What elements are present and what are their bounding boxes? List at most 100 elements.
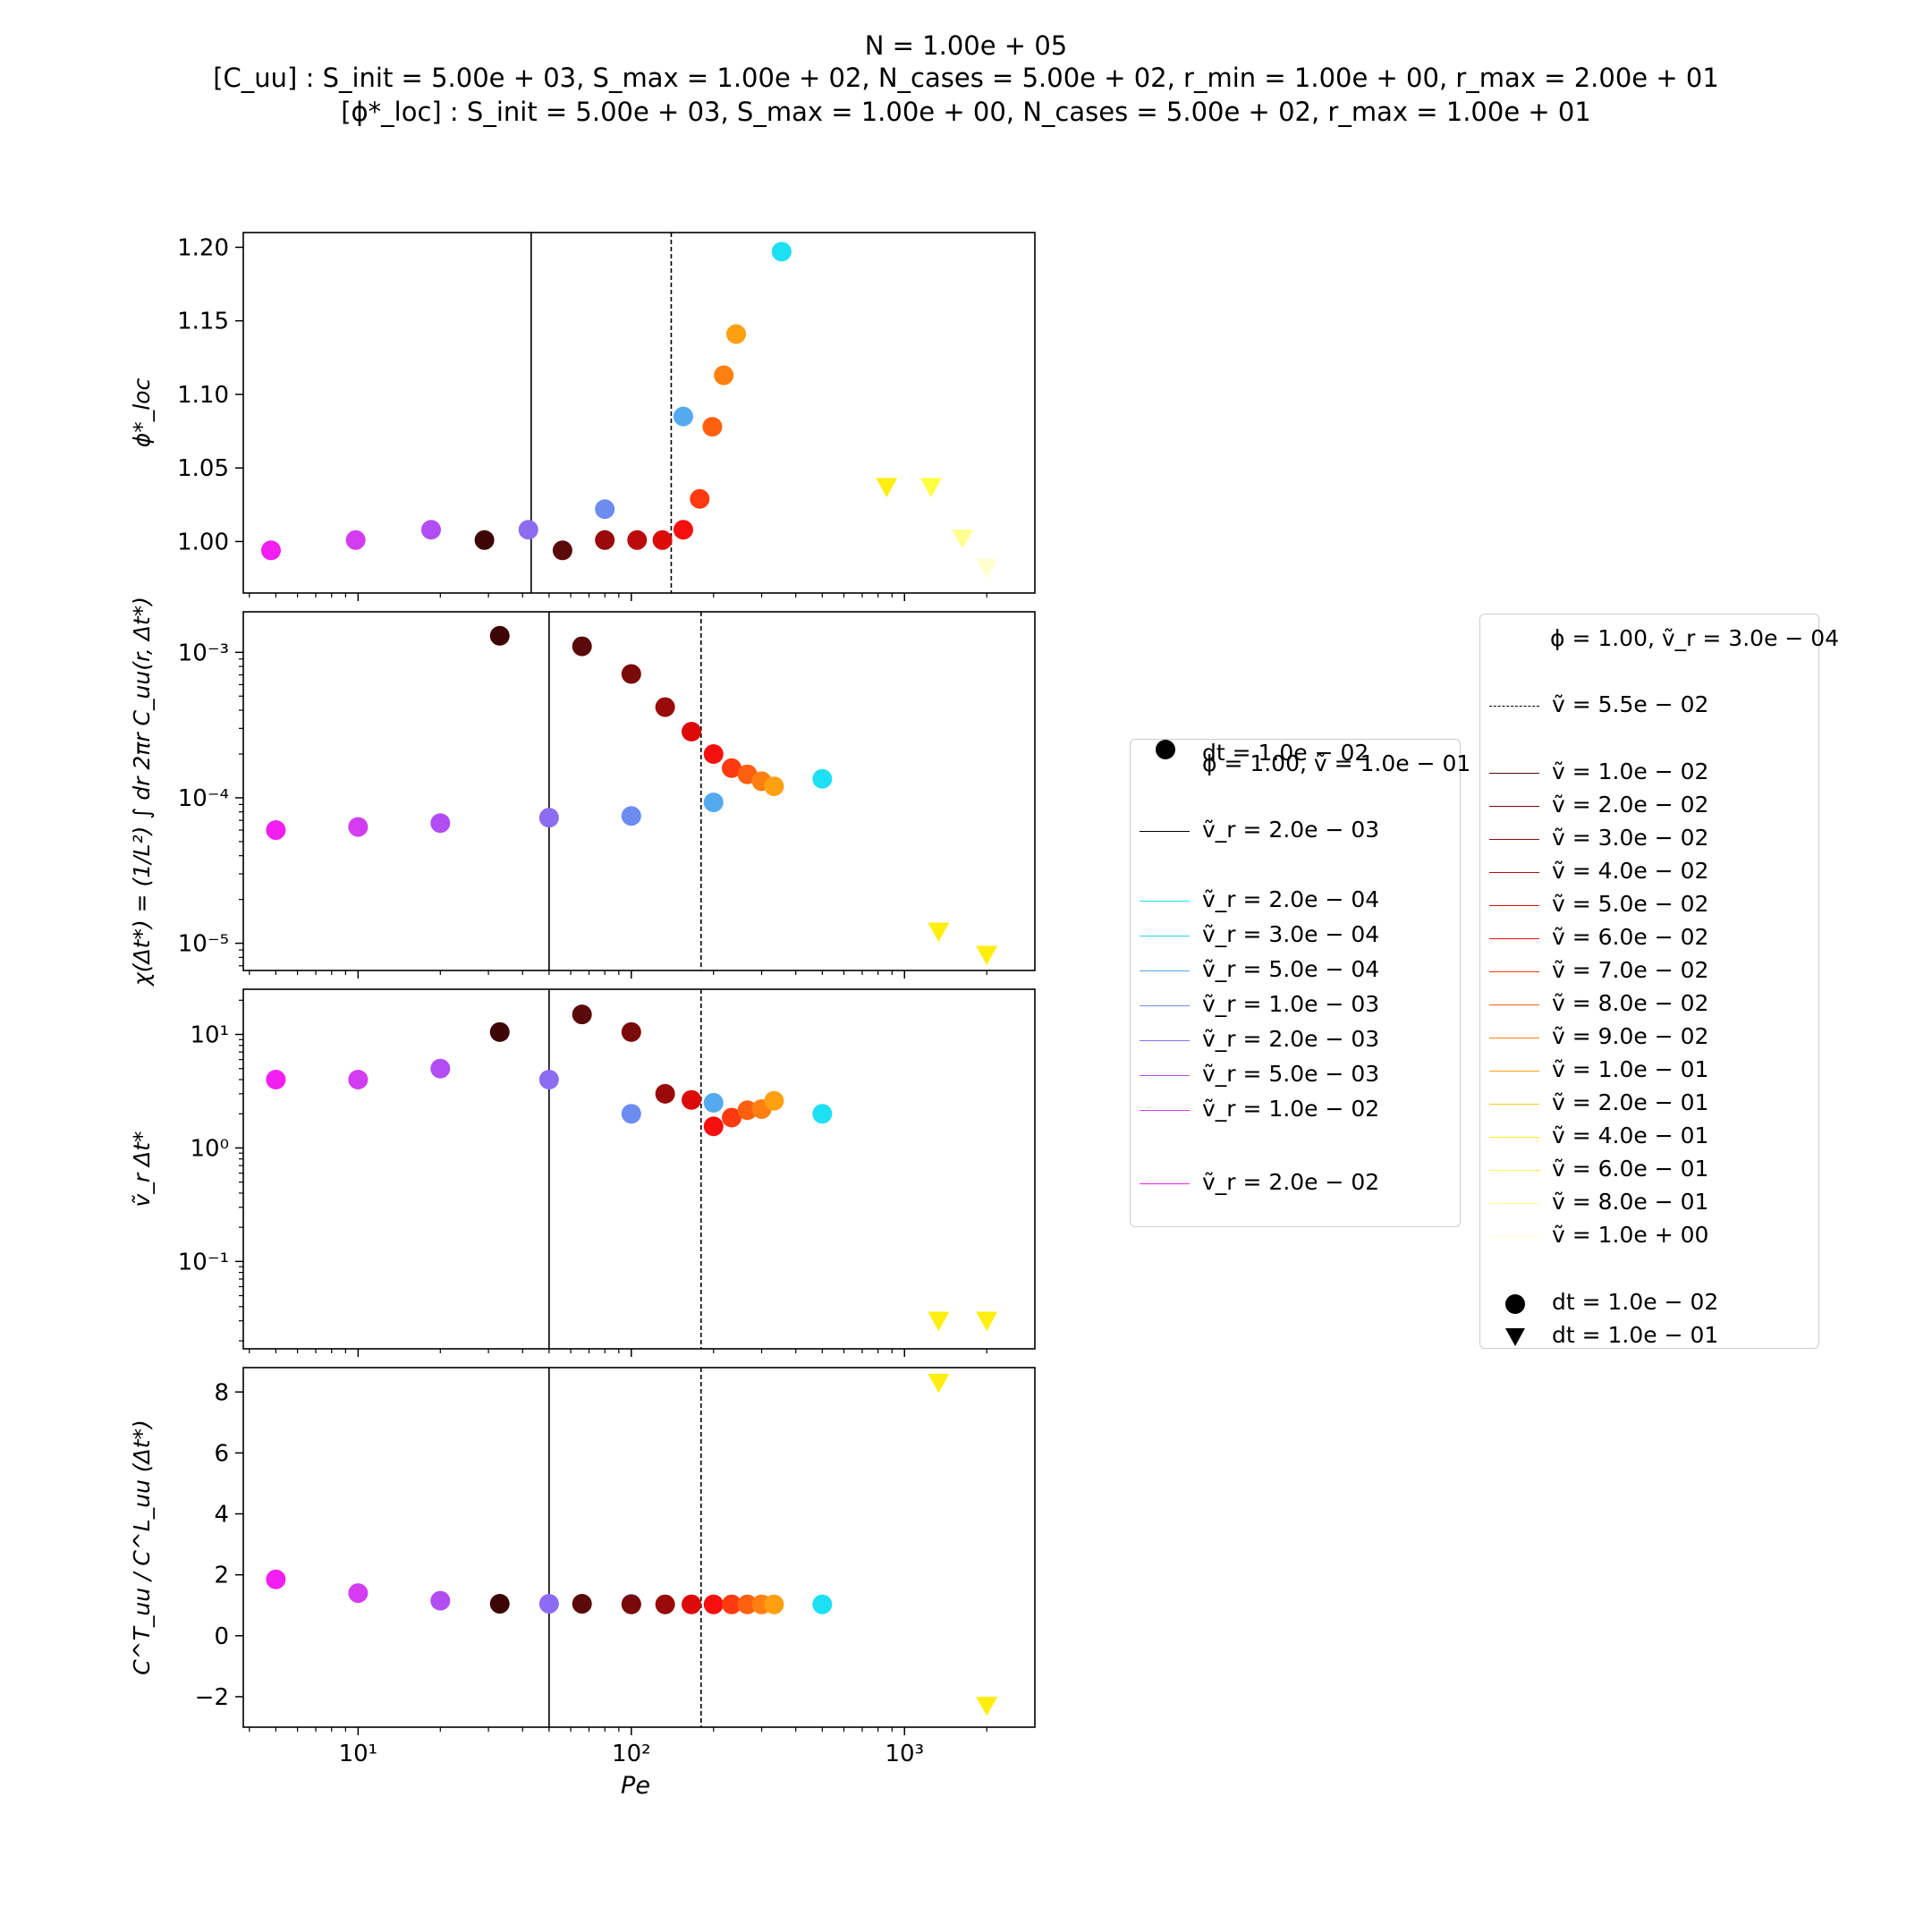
legend-line — [1140, 1040, 1190, 1041]
legend-right-title: ϕ = 1.00, ṽ_r = 3.0e − 04 — [1550, 625, 1840, 651]
legend-entry-label: ṽ = 9.0e − 02 — [1552, 1023, 1709, 1049]
data-point — [703, 1116, 724, 1137]
y-tick-label: 10⁻¹ — [178, 1249, 229, 1275]
data-point-triangle — [876, 478, 898, 497]
data-point — [722, 1594, 742, 1614]
panel-4: 10¹ 10² 10³ Pe −2 0 2 4 6 8 C^T_uu / C^L_uu (Δt*) — [129, 1367, 1036, 1800]
legend-line — [1489, 1104, 1539, 1105]
legend-entry-label: ṽ = 8.0e − 02 — [1552, 990, 1709, 1016]
legend-line — [1140, 901, 1190, 902]
legend-entry-label: ṽ_r = 3.0e − 04 — [1202, 921, 1380, 947]
data-point — [572, 1004, 592, 1025]
data-point — [430, 1058, 451, 1079]
data-point — [621, 1594, 641, 1614]
legend-line — [1489, 1203, 1539, 1204]
y-tick-label: 8 — [214, 1379, 229, 1406]
data-point — [771, 242, 792, 262]
data-point — [703, 1594, 724, 1614]
y-tick-label: 1.05 — [177, 455, 229, 482]
legend-entry-label: dt = 1.0e − 02 — [1552, 1289, 1719, 1315]
legend-entry-label: ṽ_r = 1.0e − 02 — [1202, 1096, 1380, 1122]
data-point — [673, 406, 693, 427]
x-axis-label: Pe — [621, 1772, 650, 1800]
legend-line — [1489, 872, 1539, 873]
data-point — [266, 1569, 286, 1589]
data-point — [764, 776, 784, 797]
y-tick-label: 1.10 — [177, 382, 229, 409]
legend-line — [1489, 806, 1539, 807]
data-point — [703, 1092, 724, 1113]
data-point — [702, 417, 723, 437]
legend-right: ϕ = 1.00, ṽ_r = 3.0e − 04 ṽ = 5.5e − 02 ṽ… — [1479, 614, 1839, 1349]
legend-line — [1140, 831, 1190, 832]
data-point-triangle — [976, 945, 998, 966]
legend-entry-label: ṽ_r = 2.0e − 03 — [1202, 817, 1380, 843]
panel-2: 10⁻⁵ 10⁻⁴ 10⁻³ χ(Δt*) = (1/L²) ∫ dr 2πr C_u… — [129, 597, 1036, 987]
data-point — [690, 488, 710, 509]
plot-frame — [242, 611, 1036, 971]
data-point — [348, 1070, 369, 1090]
y-tick-label: 1.20 — [177, 234, 229, 261]
legend-entry-label: ṽ_r = 2.0e − 04 — [1202, 886, 1380, 912]
legend-marker-circle — [1156, 740, 1175, 759]
legend-line — [1489, 1236, 1539, 1237]
x-tick-label: 10² — [612, 1741, 651, 1767]
data-point — [812, 1594, 833, 1614]
legend-entry-label: ṽ_r = 5.0e − 04 — [1202, 956, 1380, 982]
data-point — [655, 697, 675, 717]
data-point — [266, 1070, 286, 1090]
plot-frame — [242, 1367, 1036, 1728]
data-point — [655, 1594, 675, 1614]
data-point — [682, 1594, 702, 1614]
legend-entry-label: ṽ = 8.0e − 01 — [1552, 1189, 1709, 1215]
y-tick-label: 10⁻⁵ — [178, 931, 229, 958]
plot-frame — [242, 232, 1036, 594]
data-point — [345, 530, 366, 550]
legend-line — [1140, 1005, 1190, 1006]
legend-entry-label: ṽ = 1.0e + 00 — [1552, 1222, 1709, 1248]
legend-entry-label: ṽ = 1.0e − 01 — [1552, 1056, 1709, 1082]
data-point — [722, 758, 742, 778]
legend-entry-label: ṽ = 6.0e − 02 — [1552, 924, 1709, 950]
data-point — [812, 1104, 833, 1124]
legend-entry-label: ṽ = 5.5e − 02 — [1552, 691, 1709, 717]
legend-line — [1489, 1137, 1539, 1138]
data-point — [682, 721, 702, 741]
data-point — [474, 530, 495, 550]
data-point — [260, 540, 281, 561]
y-axis-label: ṽ_r Δt* — [129, 1131, 155, 1208]
legend-entry-label: ṽ_r = 2.0e − 03 — [1202, 1026, 1380, 1052]
legend-entry-label: ṽ = 5.0e − 02 — [1552, 891, 1709, 917]
y-tick-label: 6 — [214, 1440, 229, 1467]
legend-entry-label: ṽ = 3.0e − 02 — [1552, 825, 1709, 851]
y-tick-label: 10⁻⁴ — [178, 785, 229, 812]
data-point — [764, 1594, 784, 1614]
data-point — [595, 530, 615, 550]
legend-left: ϕ = 1.00, ṽ = 1.0e − 01 ṽ_r = 2.0e − 03 ṽ… — [1130, 739, 1470, 1227]
y-tick-label: 2 — [214, 1563, 229, 1589]
legend-entry-label: ṽ_r = 2.0e − 02 — [1202, 1169, 1380, 1195]
data-point-triangle — [928, 1311, 950, 1332]
data-point — [538, 808, 559, 828]
data-point — [430, 813, 451, 834]
y-tick-label: 0 — [214, 1623, 229, 1650]
legend-line — [1489, 1004, 1539, 1005]
data-point-triangle — [928, 1373, 950, 1394]
data-point-triangle — [928, 922, 950, 943]
figure-title-line-3: [ϕ*_loc] : S_init = 5.00e + 03, S_max = … — [341, 97, 1591, 127]
y-axis-label: ϕ*_loc — [129, 378, 155, 448]
y-tick-label: 10¹ — [190, 1022, 229, 1049]
legend-entry-label: ṽ_r = 1.0e − 03 — [1202, 991, 1380, 1017]
legend-line — [1489, 905, 1539, 906]
data-point — [726, 324, 747, 344]
data-point — [538, 1594, 559, 1614]
y-tick-label: −2 — [195, 1684, 229, 1711]
y-tick-label: 4 — [214, 1502, 229, 1529]
data-point — [538, 1070, 559, 1090]
data-point — [489, 625, 510, 646]
legend-marker-circle — [1505, 1294, 1525, 1314]
data-point — [703, 743, 724, 764]
legend-line — [1489, 971, 1539, 972]
data-point — [430, 1590, 451, 1611]
